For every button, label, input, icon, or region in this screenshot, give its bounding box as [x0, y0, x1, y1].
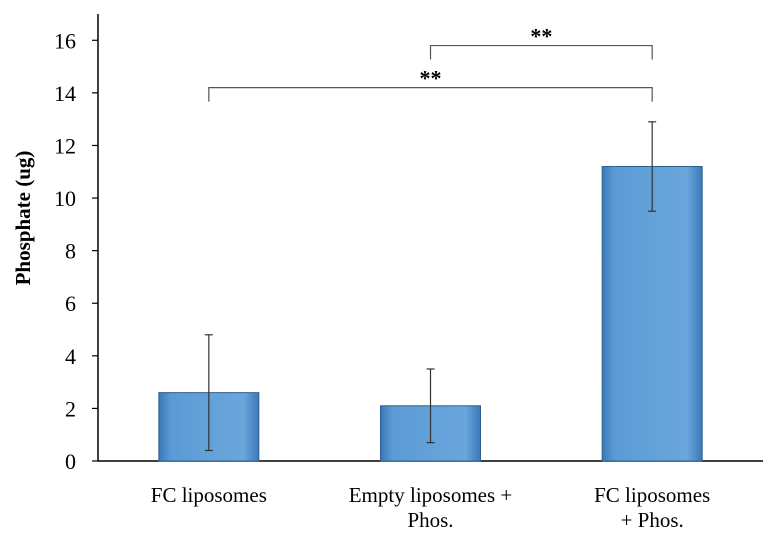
x-category-label-line: FC liposomes [594, 483, 710, 507]
y-tick-label: 2 [65, 396, 76, 421]
error-bars [204, 121, 657, 452]
x-axis-categories: FC liposomes Empty liposomes + Phos. FC lip… [151, 483, 710, 532]
significance-bracket [208, 87, 653, 102]
significance-bracket [429, 44, 653, 60]
y-tick-label: 4 [65, 344, 76, 369]
bar [601, 166, 703, 462]
y-tick-label: 10 [54, 186, 76, 211]
significance-brackets: ** ** [208, 24, 653, 102]
significance-label: ** [420, 66, 442, 91]
y-axis-label: Phosphate (ug) [11, 151, 35, 286]
y-tick-label: 14 [54, 81, 76, 106]
significance-label: ** [530, 24, 552, 49]
y-tick-label: 16 [54, 28, 76, 53]
x-category-label: FC liposomes [151, 483, 267, 507]
x-category-label-line: FC liposomes [151, 483, 267, 507]
x-category-label-line: Phos. [407, 508, 453, 532]
x-category-label: FC liposomes + Phos. [594, 483, 710, 532]
y-tick-label: 8 [65, 239, 76, 264]
y-tick-label: 12 [54, 133, 76, 158]
x-category-label-line: Empty liposomes + [349, 483, 513, 507]
y-tick-label: 6 [65, 291, 76, 316]
y-axis-ticks: 0 2 4 6 8 10 12 14 16 [54, 28, 98, 474]
y-tick-label: 0 [65, 449, 76, 474]
x-category-label-line: + Phos. [621, 508, 684, 532]
x-category-label: Empty liposomes + Phos. [349, 483, 513, 532]
